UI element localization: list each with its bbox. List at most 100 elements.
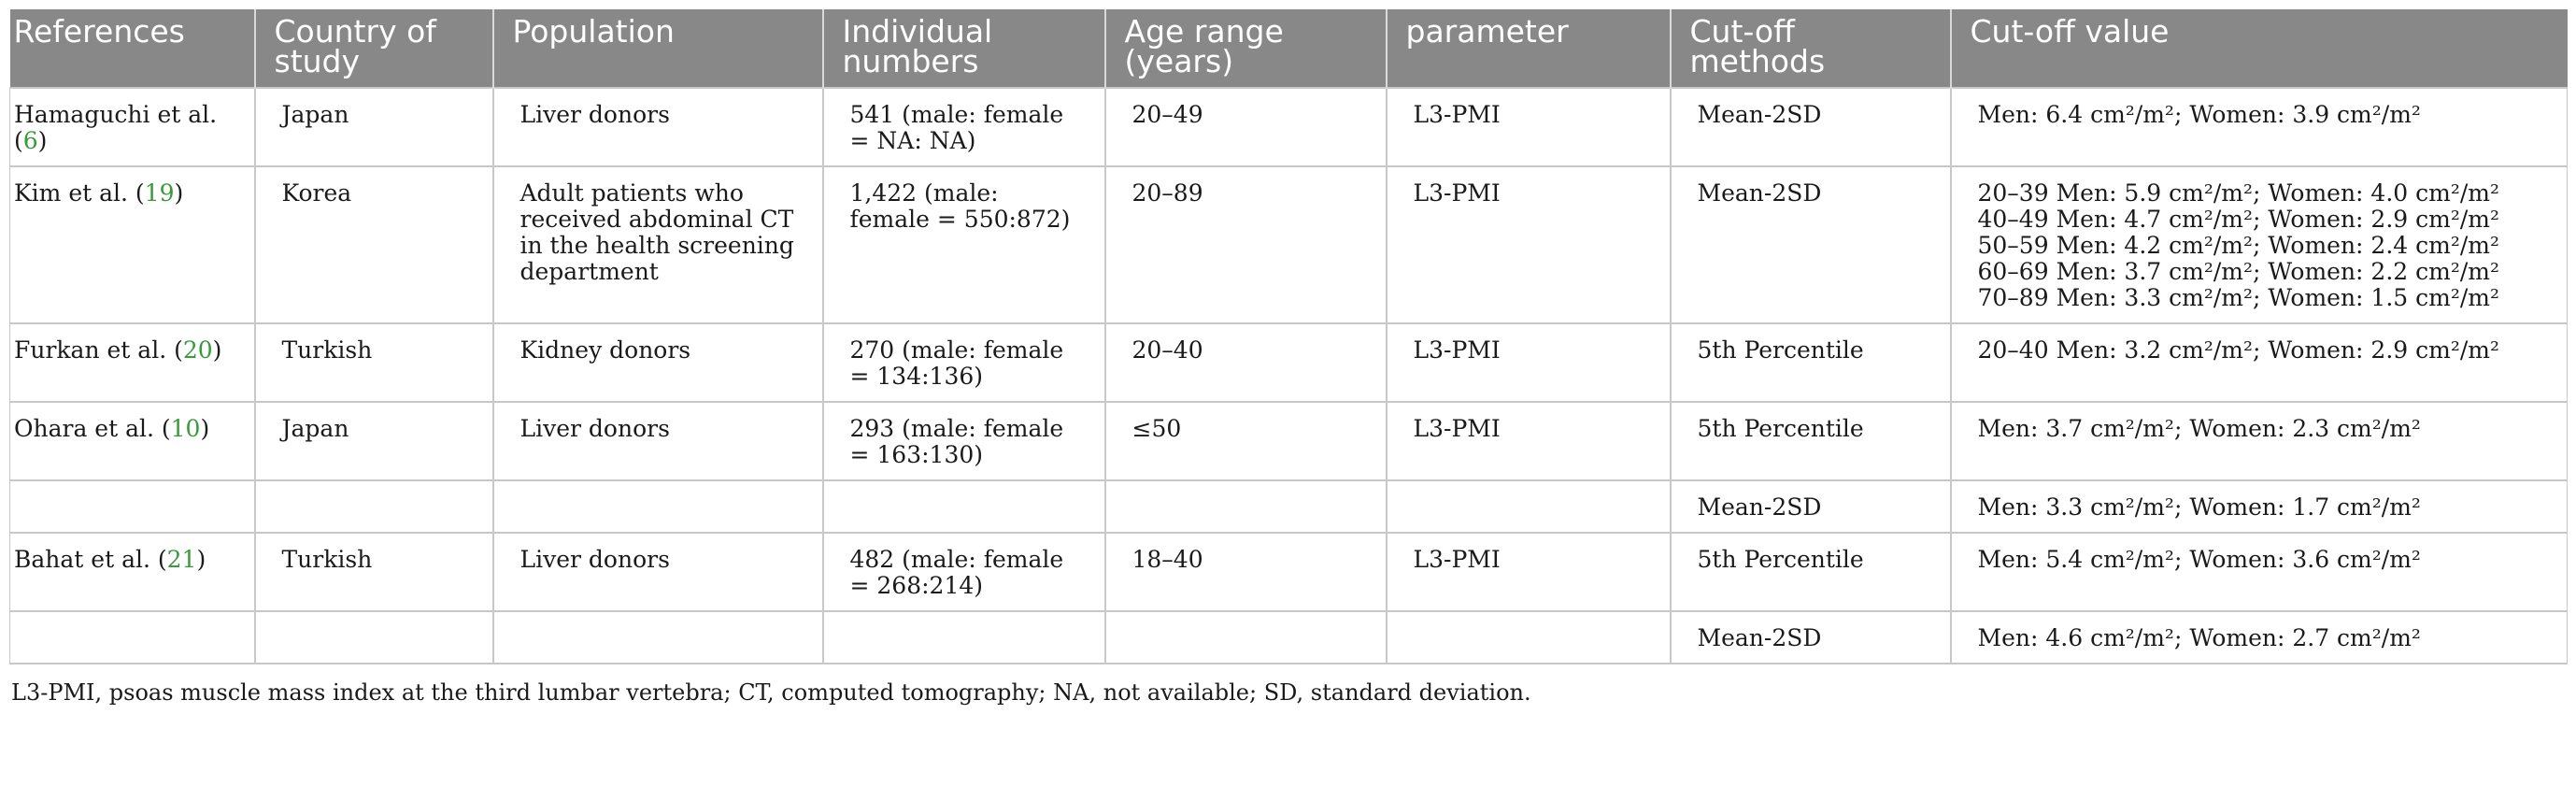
header-cutoff-methods: Cut-off methods bbox=[1669, 9, 1951, 88]
cell-parameter bbox=[1385, 610, 1671, 664]
reference-text-end: ) bbox=[174, 179, 184, 207]
cell-method: Mean-2SD bbox=[1669, 87, 1951, 166]
cell-method: 5th Percentile bbox=[1669, 532, 1951, 611]
table-row: Bahat et al. (21) Turkish Liver donors 4… bbox=[9, 532, 2568, 611]
reference-text: Ohara et al. ( bbox=[14, 415, 171, 442]
cell-numbers: 1,422 (male: female = 550:872) bbox=[821, 165, 1105, 323]
cell-population: Liver donors bbox=[491, 87, 823, 166]
table-row: Mean-2SD Men: 4.6 cm²/m²; Women: 2.7 cm²… bbox=[9, 610, 2568, 664]
cell-population: Kidney donors bbox=[491, 322, 823, 402]
cell-values: Men: 4.6 cm²/m²; Women: 2.7 cm²/m² bbox=[1949, 610, 2568, 664]
citation-link[interactable]: 19 bbox=[144, 179, 175, 207]
cell-age: ≤50 bbox=[1103, 401, 1387, 480]
cell-reference: Ohara et al. (10) bbox=[9, 401, 255, 480]
cutoff-value-line: 70–89 Men: 3.3 cm²/m²; Women: 1.5 cm²/m² bbox=[1977, 284, 2500, 311]
table-row: Mean-2SD Men: 3.3 cm²/m²; Women: 1.7 cm²… bbox=[9, 479, 2568, 533]
cell-age bbox=[1103, 479, 1387, 533]
cell-values: 20–39 Men: 5.9 cm²/m²; Women: 4.0 cm²/m²… bbox=[1949, 165, 2568, 323]
cutoff-value-line: Men: 5.4 cm²/m²; Women: 3.6 cm²/m² bbox=[1977, 546, 2421, 573]
cell-numbers: 541 (male: female = NA: NA) bbox=[821, 87, 1105, 166]
cell-values: Men: 3.7 cm²/m²; Women: 2.3 cm²/m² bbox=[1949, 401, 2568, 480]
citation-link[interactable]: 21 bbox=[166, 546, 197, 573]
cell-reference: Bahat et al. (21) bbox=[9, 532, 255, 611]
cutoff-value-line: Men: 6.4 cm²/m²; Women: 3.9 cm²/m² bbox=[1977, 101, 2421, 128]
citation-link[interactable]: 10 bbox=[170, 415, 201, 442]
cell-numbers bbox=[821, 479, 1105, 533]
cell-numbers: 270 (male: female = 134:136) bbox=[821, 322, 1105, 402]
cell-country bbox=[253, 610, 493, 664]
header-cutoff-value: Cut-off value bbox=[1949, 9, 2568, 88]
header-individual-numbers: Individual numbers bbox=[821, 9, 1105, 88]
header-population: Population bbox=[491, 9, 823, 88]
cell-method: Mean-2SD bbox=[1669, 610, 1951, 664]
cell-method: Mean-2SD bbox=[1669, 165, 1951, 323]
cell-method: Mean-2SD bbox=[1669, 479, 1951, 533]
cell-age: 20–89 bbox=[1103, 165, 1387, 323]
cell-numbers: 293 (male: female = 163:130) bbox=[821, 401, 1105, 480]
cell-reference bbox=[9, 479, 255, 533]
cell-method: 5th Percentile bbox=[1669, 322, 1951, 402]
cell-values: Men: 3.3 cm²/m²; Women: 1.7 cm²/m² bbox=[1949, 479, 2568, 533]
reference-text: Bahat et al. ( bbox=[14, 546, 167, 573]
reference-text-end: ) bbox=[212, 336, 222, 364]
cell-age: 20–40 bbox=[1103, 322, 1387, 402]
table-row: Furkan et al. (20) Turkish Kidney donors… bbox=[9, 322, 2568, 402]
cutoff-value-line: 20–40 Men: 3.2 cm²/m²; Women: 2.9 cm²/m² bbox=[1977, 336, 2500, 364]
citation-link[interactable]: 20 bbox=[182, 336, 213, 364]
cell-country: Japan bbox=[253, 87, 493, 166]
cell-values: 20–40 Men: 3.2 cm²/m²; Women: 2.9 cm²/m² bbox=[1949, 322, 2568, 402]
cell-age: 18–40 bbox=[1103, 532, 1387, 611]
cell-country: Korea bbox=[253, 165, 493, 323]
cell-method: 5th Percentile bbox=[1669, 401, 1951, 480]
cell-parameter: L3-PMI bbox=[1385, 532, 1671, 611]
cell-parameter: L3-PMI bbox=[1385, 322, 1671, 402]
reference-text-end: ) bbox=[196, 546, 206, 573]
table-row: Ohara et al. (10) Japan Liver donors 293… bbox=[9, 401, 2568, 480]
reference-text: Kim et al. ( bbox=[14, 179, 145, 207]
cell-age bbox=[1103, 610, 1387, 664]
table-footnote: L3-PMI, psoas muscle mass index at the t… bbox=[11, 679, 1531, 706]
header-references: References bbox=[9, 9, 255, 88]
header-country: Country of study bbox=[253, 9, 493, 88]
cell-numbers bbox=[821, 610, 1105, 664]
header-row: References Country of study Population I… bbox=[9, 9, 2568, 88]
cell-population bbox=[491, 479, 823, 533]
cell-parameter bbox=[1385, 479, 1671, 533]
cell-values: Men: 5.4 cm²/m²; Women: 3.6 cm²/m² bbox=[1949, 532, 2568, 611]
cell-numbers: 482 (male: female = 268:214) bbox=[821, 532, 1105, 611]
table-row: Kim et al. (19) Korea Adult patients who… bbox=[9, 165, 2568, 323]
cell-population bbox=[491, 610, 823, 664]
cell-reference: Kim et al. (19) bbox=[9, 165, 255, 323]
cell-country: Turkish bbox=[253, 322, 493, 402]
citation-link[interactable]: 6 bbox=[22, 127, 38, 154]
cell-population: Liver donors bbox=[491, 532, 823, 611]
reference-text-end: ) bbox=[200, 415, 210, 442]
cell-age: 20–49 bbox=[1103, 87, 1387, 166]
reference-text-end: ) bbox=[37, 127, 48, 154]
cell-country: Japan bbox=[253, 401, 493, 480]
header-parameter: parameter bbox=[1385, 9, 1671, 88]
cell-reference: Hamaguchi et al. (6) bbox=[9, 87, 255, 166]
cutoff-value-line: Men: 3.7 cm²/m²; Women: 2.3 cm²/m² bbox=[1977, 415, 2421, 442]
cell-population: Liver donors bbox=[491, 401, 823, 480]
cutoff-value-line: 50–59 Men: 4.2 cm²/m²; Women: 2.4 cm²/m² bbox=[1977, 232, 2500, 259]
cell-values: Men: 6.4 cm²/m²; Women: 3.9 cm²/m² bbox=[1949, 87, 2568, 166]
cell-population: Adult patients who received abdominal CT… bbox=[491, 165, 823, 323]
cell-country: Turkish bbox=[253, 532, 493, 611]
reference-table: References Country of study Population I… bbox=[9, 9, 2568, 664]
table-container: References Country of study Population I… bbox=[9, 9, 2568, 706]
cell-parameter: L3-PMI bbox=[1385, 87, 1671, 166]
cutoff-value-line: 60–69 Men: 3.7 cm²/m²; Women: 2.2 cm²/m² bbox=[1977, 258, 2500, 285]
cutoff-value-line: 20–39 Men: 5.9 cm²/m²; Women: 4.0 cm²/m² bbox=[1977, 179, 2500, 207]
cutoff-value-line: 40–49 Men: 4.7 cm²/m²; Women: 2.9 cm²/m² bbox=[1977, 206, 2500, 233]
table-row: Hamaguchi et al. (6) Japan Liver donors … bbox=[9, 87, 2568, 166]
cutoff-value-line: Men: 3.3 cm²/m²; Women: 1.7 cm²/m² bbox=[1977, 493, 2421, 521]
cutoff-value-line: Men: 4.6 cm²/m²; Women: 2.7 cm²/m² bbox=[1977, 624, 2421, 651]
cell-parameter: L3-PMI bbox=[1385, 165, 1671, 323]
header-age-range: Age range (years) bbox=[1103, 9, 1387, 88]
cell-reference bbox=[9, 610, 255, 664]
reference-text: Furkan et al. ( bbox=[14, 336, 183, 364]
cell-reference: Furkan et al. (20) bbox=[9, 322, 255, 402]
reference-text: Hamaguchi et al. ( bbox=[14, 101, 218, 154]
cell-parameter: L3-PMI bbox=[1385, 401, 1671, 480]
